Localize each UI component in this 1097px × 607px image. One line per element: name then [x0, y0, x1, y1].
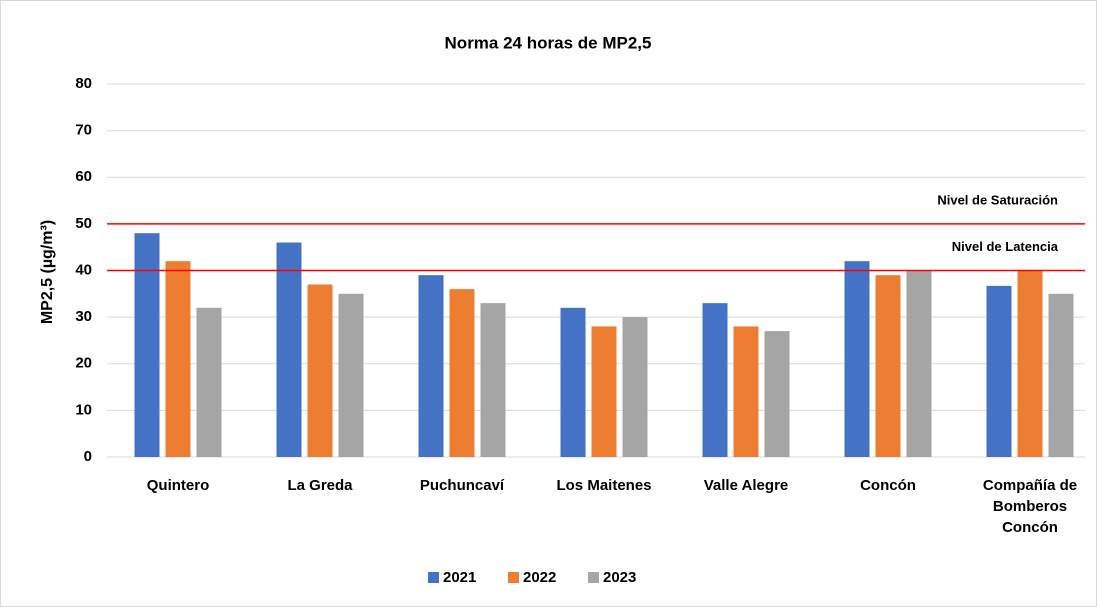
bar [622, 317, 648, 457]
chart-title: Norma 24 horas de MP2,5 [445, 33, 652, 52]
bar [449, 289, 475, 457]
bar [1048, 293, 1074, 457]
x-tick-label: Puchuncaví [419, 477, 505, 494]
bar [418, 275, 444, 457]
bar [733, 326, 759, 457]
y-tick-label: 20 [75, 355, 92, 372]
legend-label: 2021 [443, 569, 476, 586]
y-tick-label: 60 [75, 168, 92, 185]
bar [986, 285, 1012, 457]
x-tick-label: Compañía de Bomberos Concón [982, 477, 1078, 536]
legend-label: 2022 [523, 569, 556, 586]
reference-label: Nivel de Saturación [937, 192, 1058, 207]
bar [560, 307, 586, 457]
bar [875, 275, 901, 457]
x-tick-label: La Greda [287, 477, 353, 494]
bar [134, 233, 160, 457]
legend-label: 2023 [603, 569, 636, 586]
bar [906, 270, 932, 457]
x-tick-label: Los Maitenes [556, 477, 652, 494]
bar [480, 303, 506, 457]
bar [844, 261, 870, 457]
reference-label: Nivel de Latencia [952, 239, 1059, 254]
x-tick-label: Concón [860, 477, 916, 494]
y-tick-label: 10 [75, 401, 92, 418]
legend-swatch [508, 572, 519, 583]
bar [165, 261, 191, 457]
y-tick-label: 30 [75, 308, 92, 325]
y-tick-label: 50 [75, 215, 92, 232]
y-tick-label: 0 [84, 448, 92, 465]
y-axis-label: MP2,5 (µg/m³) [39, 220, 56, 324]
bar [1017, 270, 1043, 457]
bar [196, 307, 222, 457]
y-tick-label: 40 [75, 261, 92, 278]
bar [591, 326, 617, 457]
bar [338, 293, 364, 457]
legend-swatch [428, 572, 439, 583]
y-tick-label: 70 [75, 122, 92, 139]
x-tick-label: Quintero [146, 477, 210, 494]
bar [702, 303, 728, 457]
bar [276, 242, 302, 457]
x-tick-label: Valle Alegre [703, 477, 789, 494]
legend-swatch [588, 572, 599, 583]
bar [764, 331, 790, 457]
bar [307, 284, 333, 457]
y-tick-label: 80 [75, 75, 92, 92]
